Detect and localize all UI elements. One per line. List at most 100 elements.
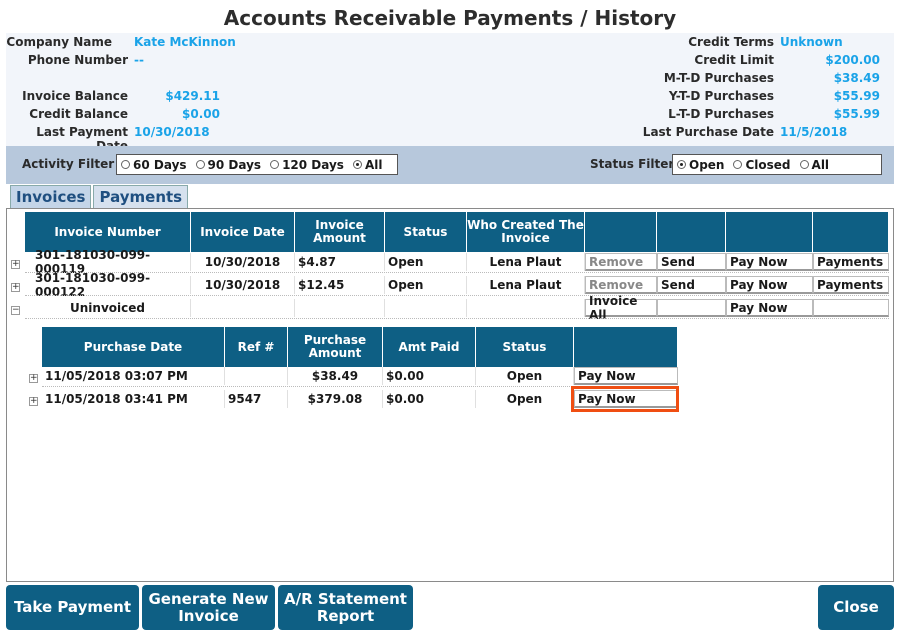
activity-filter-120-days[interactable]: 120 Days [270,158,344,172]
invoice-all-button[interactable]: Invoice All [585,294,657,322]
header-invoice-date: Invoice Date [191,212,295,252]
empty-cell [295,299,385,317]
activity-filter-label: Activity Filter [22,157,115,171]
purchase-date-cell: 11/05/2018 03:41 PM [42,390,225,408]
invoice-status-cell: Open [385,276,467,294]
status-filter-label: Status Filter [590,157,675,171]
row-divider [25,272,889,273]
radio-icon [270,160,280,169]
invoice-creator-cell: Lena Plaut [467,253,585,271]
empty-action-button [657,299,726,317]
send-button[interactable]: Send [657,253,726,271]
status-filter-open[interactable]: Open [677,158,724,172]
expand-icon[interactable]: + [11,282,20,292]
invoice-amount-cell: $12.45 [295,276,385,294]
purchase-date-cell: 11/05/2018 03:07 PM [42,367,225,385]
company-name-label: Company Name [6,35,112,49]
last-purchase-label: Last Purchase Date [642,125,774,139]
invoice-amount-cell: $4.87 [295,253,385,271]
invoice-number-cell: 301-181030-099-000122 [25,271,191,299]
empty-cell [191,299,295,317]
credit-limit-label: Credit Limit [694,53,774,67]
header-action-3 [726,212,813,252]
purchase-paid-cell: $0.00 [383,367,476,385]
uninvoiced-label: Uninvoiced [25,299,191,317]
header-purchase-action [574,327,678,367]
header-purchase-amount: Purchase Amount [288,327,383,367]
payments-button[interactable]: Payments [813,276,889,294]
ltd-purchases-label: L-T-D Purchases [668,107,774,121]
purchase-paid-cell: $0.00 [383,390,476,408]
radio-selected-icon [352,160,362,169]
expand-icon[interactable]: + [11,259,20,269]
purchase-amount-cell: $38.49 [288,367,383,385]
tab-payments[interactable]: Payments [93,185,189,208]
credit-terms-value: Unknown [780,35,843,49]
activity-filter-60-days[interactable]: 60 Days [121,158,187,172]
payments-button[interactable]: Payments [813,253,889,271]
collapse-icon[interactable]: − [11,305,20,315]
remove-button[interactable]: Remove [585,276,657,294]
purchase-ref-cell: 9547 [225,390,288,408]
activity-filter-all[interactable]: All [352,158,382,172]
empty-cell [467,299,585,317]
radio-icon [121,160,130,169]
header-who-created: Who Created The Invoice [467,212,585,252]
header-purchase-status: Status [476,327,574,367]
pay-now-button[interactable]: Pay Now [726,299,813,317]
radio-icon [799,160,809,169]
credit-balance-value: $0.00 [182,107,220,121]
phone-label: Phone Number [27,53,128,67]
header-ref: Ref # [225,327,288,367]
header-invoice-number: Invoice Number [25,212,191,252]
ytd-purchases-label: Y-T-D Purchases [668,89,774,103]
send-button[interactable]: Send [657,276,726,294]
customer-info-panel: Company Name Kate McKinnon Phone Number … [6,33,894,153]
invoice-balance-value: $429.11 [165,89,220,103]
purchase-pay-now-button[interactable]: Pay Now [574,367,678,385]
activity-filter-90-days[interactable]: 90 Days [195,158,261,172]
mtd-purchases-value: $38.49 [833,71,880,85]
status-filter-all[interactable]: All [799,158,829,172]
phone-value: -- [134,53,144,67]
credit-terms-label: Credit Terms [688,35,774,49]
header-amt-paid: Amt Paid [383,327,476,367]
header-action-4 [813,212,889,252]
status-filter-group: Open Closed All [672,154,882,175]
header-action-1 [585,212,657,252]
last-payment-value: 10/30/2018 [134,125,210,139]
purchase-pay-now-button[interactable]: Pay Now [574,390,678,408]
mtd-purchases-label: M-T-D Purchases [663,71,774,85]
take-payment-button[interactable]: Take Payment [6,585,139,630]
invoice-balance-label: Invoice Balance [22,89,128,103]
purchase-amount-cell: $379.08 [288,390,383,408]
ar-statement-report-button[interactable]: A/R Statement Report [278,585,413,630]
header-action-2 [657,212,726,252]
empty-cell [385,299,467,317]
header-status: Status [385,212,467,252]
expand-icon[interactable]: + [29,396,38,406]
ytd-purchases-value: $55.99 [833,89,880,103]
expand-icon[interactable]: + [29,373,38,383]
highlight-box [571,386,679,412]
last-purchase-value: 11/5/2018 [780,125,848,139]
generate-invoice-button[interactable]: Generate New Invoice [142,585,275,630]
radio-selected-icon [677,160,686,169]
invoice-creator-cell: Lena Plaut [467,276,585,294]
row-divider [25,295,889,296]
credit-limit-value: $200.00 [825,53,880,67]
remove-button[interactable]: Remove [585,253,657,271]
radio-icon [733,160,743,169]
close-button[interactable]: Close [818,585,894,630]
invoice-number-cell: 301-181030-099-000119 [25,248,191,276]
tab-invoices[interactable]: Invoices [10,185,92,208]
purchase-ref-cell [225,367,288,385]
purchase-status-cell: Open [476,390,574,408]
radio-icon [195,160,205,169]
empty-action-button [813,299,889,317]
status-filter-closed[interactable]: Closed [733,158,791,172]
pay-now-button[interactable]: Pay Now [726,276,813,294]
pay-now-button[interactable]: Pay Now [726,253,813,271]
page-title: Accounts Receivable Payments / History [223,6,677,30]
invoice-status-cell: Open [385,253,467,271]
